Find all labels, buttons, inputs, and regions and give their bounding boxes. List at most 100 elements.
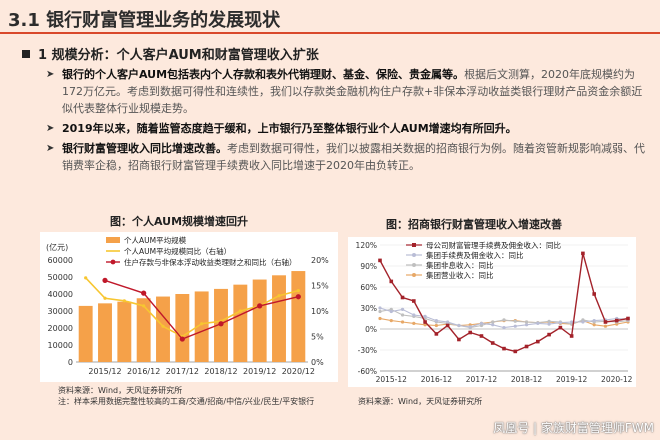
series-point-2 bbox=[400, 313, 405, 317]
series-point-3 bbox=[434, 323, 438, 328]
subheading-text: 1 规模分析：个人客户AUM和财富管理收入扩张 bbox=[38, 48, 319, 63]
series-point-1 bbox=[524, 323, 529, 327]
left-chart-caption: 图：个人AUM规模增速回升 bbox=[110, 215, 249, 228]
aum-yoy-point bbox=[84, 276, 88, 280]
y-tick-label: 60000 bbox=[48, 256, 73, 265]
legend-swatch-aum bbox=[106, 237, 120, 243]
bullet-bold-text: 银行财富管理收入同比增速改善。 bbox=[62, 142, 227, 155]
series-point-1 bbox=[513, 324, 517, 328]
bullet-bold-text: 2019年以来，随着监管态度趋于缓和，上市银行乃至整体银行业个人AUM增速均有所… bbox=[62, 122, 517, 135]
y-tick-label: 90% bbox=[360, 262, 377, 271]
series-point-3 bbox=[412, 321, 416, 325]
series-point-3 bbox=[389, 319, 393, 323]
bullet-text: 考虑到数据可得性，我们以披露相关数据的招商银行为例。随着资管新规影响减弱、代销费… bbox=[62, 142, 645, 172]
deposit-wealth-yoy-point bbox=[102, 277, 108, 283]
bullet-text: 根据后文测算，2020年底规模约为172万亿元。考虑到数据可得性和连续性，我们以… bbox=[62, 68, 643, 115]
page-title: 3.1 银行财富管理业务的发展现状 bbox=[8, 10, 281, 31]
series-point-2 bbox=[524, 320, 529, 324]
series-point-2 bbox=[547, 319, 551, 323]
series-point-2 bbox=[378, 309, 382, 314]
series-point-2 bbox=[513, 319, 517, 323]
bullet-list: ➤ 银行的个人客户AUM包括表内个人存款和表外代销理财、基金、保险、贵金属等。根据… bbox=[46, 66, 646, 177]
left-chart-panel: (亿元) 0 10000 20000 30000 40000 50000 60000 0% 5% 1… bbox=[40, 232, 338, 382]
deposit-wealth-yoy-point bbox=[295, 294, 301, 300]
aum-bar bbox=[233, 284, 248, 362]
series-point-1 bbox=[389, 309, 393, 314]
series-point-0 bbox=[400, 295, 405, 300]
series-point-0 bbox=[558, 325, 563, 330]
series-point-0 bbox=[547, 332, 551, 337]
aum-yoy-point bbox=[161, 324, 165, 328]
series-point-1 bbox=[423, 314, 427, 318]
series-point-1 bbox=[378, 306, 382, 310]
arrow-bullet-icon: ➤ bbox=[46, 123, 55, 134]
legend-label: 母公司财富管理手续费及佣金收入：同比 bbox=[426, 240, 561, 250]
y-tick-label: 30% bbox=[360, 304, 377, 313]
bullet-item: ➤ 银行的个人客户AUM包括表内个人存款和表外代销理财、基金、保险、贵金属等。根据… bbox=[46, 66, 646, 117]
aum-yoy-point bbox=[142, 304, 146, 308]
aum-yoy-point bbox=[200, 322, 204, 326]
aum-yoy-point bbox=[277, 294, 281, 298]
y-tick-label: 0 bbox=[68, 358, 73, 367]
series-point-1 bbox=[570, 320, 574, 324]
aum-bar bbox=[136, 298, 151, 362]
series-point-0 bbox=[378, 258, 382, 263]
right-chart-panel: -60% -30% 0% 30% 60% 90% 120% 2015-12 2016-12 201… bbox=[348, 237, 636, 387]
square-bullet-icon bbox=[22, 50, 30, 58]
legend-label: 个人AUM平均规模同比（右轴） bbox=[124, 246, 231, 256]
series-point-0 bbox=[468, 330, 472, 335]
left-chart-note: 注：样本采用数据完整性较高的工商/交通/招商/中信/兴业/民生/平安银行 bbox=[58, 397, 315, 406]
aum-bar bbox=[117, 301, 132, 362]
x-tick-label: 2017/12 bbox=[166, 367, 199, 376]
aum-yoy-point bbox=[238, 309, 242, 313]
bullet-item: ➤ 银行财富管理收入同比增速改善。考虑到数据可得性，我们以披露相关数据的招商银行为… bbox=[46, 140, 646, 174]
series-point-0 bbox=[490, 341, 495, 345]
series-point-0 bbox=[434, 332, 439, 336]
legend-label: 集团营业收入：同比 bbox=[426, 270, 494, 280]
series-point-0 bbox=[412, 299, 416, 303]
y-tick-label: -30% bbox=[358, 346, 377, 355]
x-tick-label: 2020/12 bbox=[282, 367, 315, 376]
series-point-1 bbox=[412, 313, 416, 317]
y-right-tick-label: 0% bbox=[311, 358, 324, 367]
watermark: 凤凰号 | 家族财富管理师FWM bbox=[493, 421, 654, 435]
series-point-0 bbox=[581, 251, 585, 256]
x-tick-label: 2020-12 bbox=[601, 375, 633, 384]
arrow-bullet-icon: ➤ bbox=[46, 143, 55, 154]
series-point-1 bbox=[434, 319, 438, 323]
series-point-1 bbox=[468, 325, 472, 329]
x-tick-label: 2017-12 bbox=[466, 375, 498, 384]
y-tick-label: 10000 bbox=[48, 341, 73, 350]
left-chart-source: 资料来源：Wind，天风证券研究所 bbox=[58, 386, 183, 395]
x-tick-label: 2016/12 bbox=[127, 367, 160, 376]
y-right-tick-label: 10% bbox=[311, 307, 329, 316]
series-point-0 bbox=[603, 320, 608, 324]
series-point-1 bbox=[558, 321, 562, 325]
aum-bar bbox=[194, 291, 209, 362]
aum-yoy-point bbox=[103, 296, 107, 300]
series-point-3 bbox=[592, 323, 596, 327]
series-point-1 bbox=[592, 319, 596, 323]
series-point-0 bbox=[479, 334, 484, 338]
deposit-wealth-yoy-point bbox=[141, 290, 147, 296]
y-right-tick-label: 5% bbox=[311, 333, 324, 342]
x-tick-label: 2018/12 bbox=[204, 367, 237, 376]
y-tick-label: -60% bbox=[358, 367, 377, 376]
legend-marker-3 bbox=[412, 273, 416, 277]
legend-marker-1 bbox=[412, 253, 416, 257]
series-point-0 bbox=[423, 320, 427, 324]
series-point-0 bbox=[445, 323, 450, 328]
y-tick-label: 60% bbox=[360, 283, 377, 292]
x-tick-label: 2019-12 bbox=[556, 375, 588, 384]
aum-yoy-line bbox=[85, 277, 299, 338]
series-line-1 bbox=[379, 307, 629, 329]
y-tick-label: 120% bbox=[356, 241, 377, 250]
aum-chart: (亿元) 0 10000 20000 30000 40000 50000 60000 0% 5% 1… bbox=[46, 235, 329, 376]
arrow-bullet-icon: ➤ bbox=[46, 69, 55, 80]
y-axis-unit: (亿元) bbox=[46, 242, 68, 252]
series-point-0 bbox=[524, 344, 529, 349]
legend-marker-2 bbox=[412, 263, 416, 267]
series-point-0 bbox=[513, 349, 518, 354]
series-point-0 bbox=[536, 339, 540, 344]
series-point-3 bbox=[603, 324, 608, 328]
